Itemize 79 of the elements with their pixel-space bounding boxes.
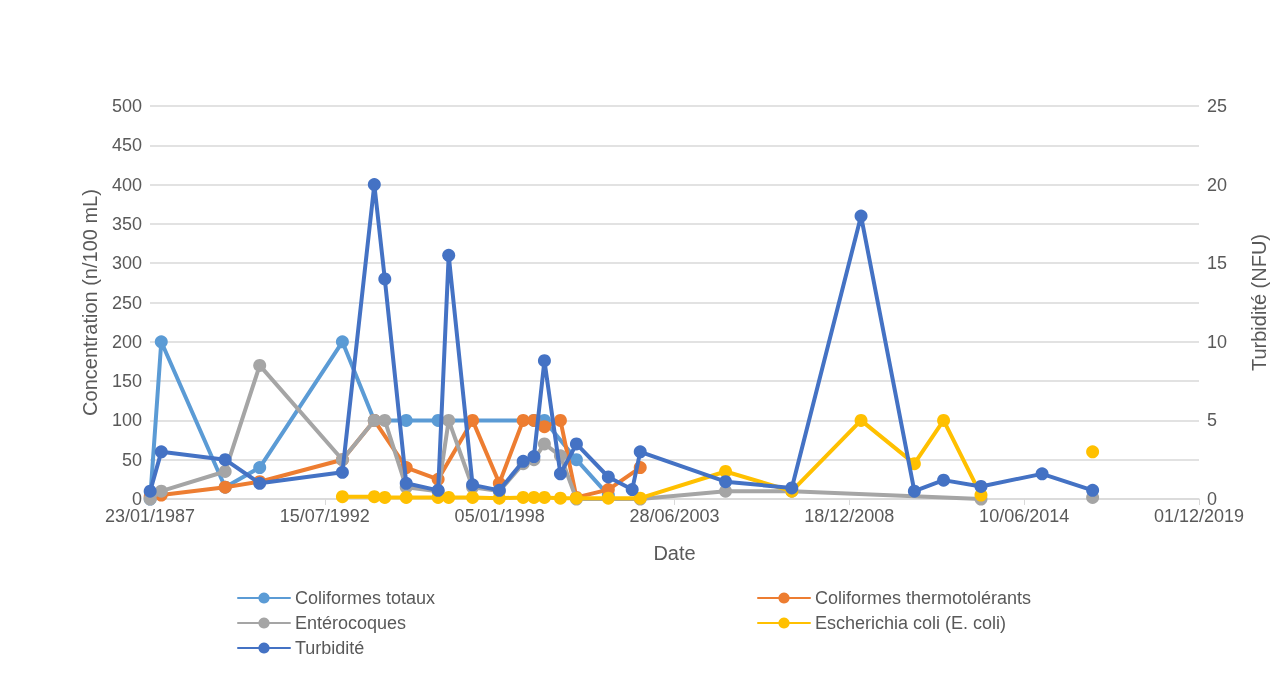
legend-label: Escherichia coli (E. coli) [815,613,1007,633]
point [537,490,551,504]
point [218,453,232,467]
legend-label: Turbidité [295,638,365,658]
point [154,445,168,459]
y2-tick-label: 25 [1207,96,1228,116]
y-tick-label: 150 [111,371,142,392]
x-axis-title: Date [653,542,696,564]
y2-tick-label: 5 [1207,410,1218,431]
point [253,461,267,475]
point [907,484,921,498]
point [466,490,480,504]
point [553,467,567,481]
y-tick-label: 400 [111,174,142,195]
point [537,437,551,451]
y-tick-label: 500 [111,96,142,116]
point [154,335,168,349]
point [625,483,639,497]
y2-tick-label: 0 [1207,489,1218,509]
x-tick-label: 18/12/2008 [804,506,895,526]
y-tick-label: 300 [111,253,142,274]
point [937,473,951,487]
point [1035,467,1049,481]
point [569,437,583,451]
legend-label: Coliformes totaux [295,588,436,608]
point [335,490,349,504]
point [367,178,381,192]
point [335,335,349,349]
point [854,413,868,427]
point [378,490,392,504]
point [442,413,456,427]
point [937,413,951,427]
y-tick-label: 250 [111,292,142,313]
point [569,453,583,467]
y-tick-label: 450 [111,135,142,156]
point [974,479,988,493]
point [399,476,413,490]
x-tick-label: 15/07/1992 [279,506,370,526]
point [537,354,551,368]
x-tick-label: 28/06/2003 [629,506,720,526]
legend-label: Entérocoques [295,613,407,633]
x-tick-label: 10/06/2014 [979,506,1070,526]
y-tick-label: 200 [111,331,142,352]
point [218,464,232,478]
point [633,445,647,459]
y-tick-label: 0 [131,489,142,509]
y-tick-label: 50 [121,449,142,470]
point [154,484,168,498]
point [1086,445,1100,459]
y2-axis-title: Turbidité (NFU) [1248,233,1270,372]
point [516,413,530,427]
y-tick-label: 100 [111,410,142,431]
point [553,491,567,505]
point [143,484,157,498]
x-tick-label: 01/12/2019 [1153,506,1245,526]
point [553,413,567,427]
point [466,413,480,427]
point [442,248,456,262]
y-tick-label: 350 [111,213,142,234]
point [601,470,615,484]
point [253,358,267,372]
point [854,209,868,223]
point [399,413,413,427]
point [399,490,413,504]
point [719,475,733,489]
point [378,413,392,427]
point [1086,483,1100,497]
point [537,420,551,434]
y2-tick-label: 20 [1207,174,1228,195]
point [442,490,456,504]
x-tick-label: 05/01/1998 [454,506,545,526]
y2-tick-label: 10 [1207,331,1228,352]
y-axis-title: Concentration (n/100 mL) [79,189,101,416]
legend-label: Coliformes thermotolérants [815,588,1032,608]
point [516,490,530,504]
point [378,272,392,286]
point [335,465,349,479]
x-tick-label: 23/01/1987 [104,506,196,526]
y2-tick-label: 15 [1207,253,1228,274]
